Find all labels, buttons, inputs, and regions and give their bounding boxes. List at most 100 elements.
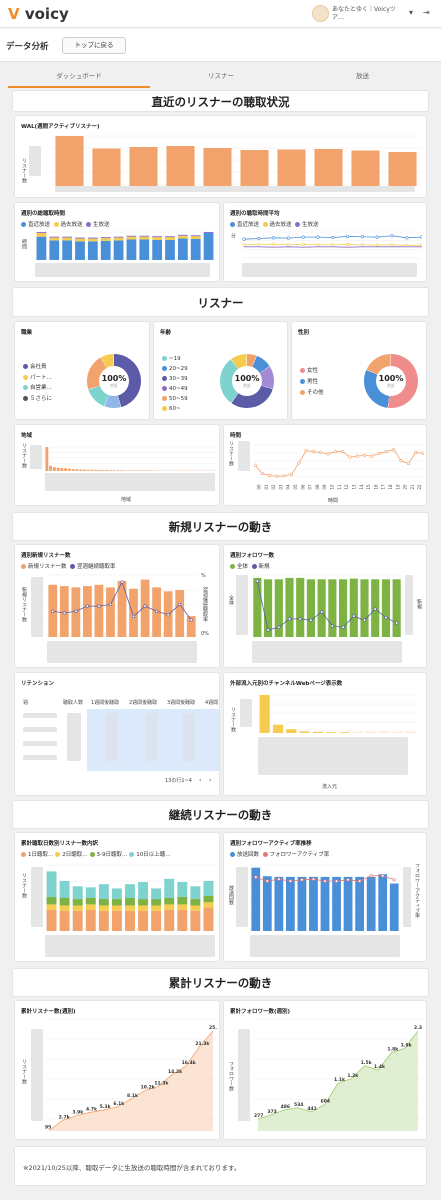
avg-recent-point xyxy=(257,236,261,241)
region-bar xyxy=(109,470,112,471)
section-title-new: 新規リスナーの動き xyxy=(12,512,429,541)
y-axis-label: リスナー数 xyxy=(230,707,236,732)
time-point xyxy=(341,449,345,454)
region-bar xyxy=(49,465,53,471)
next-page-icon[interactable]: › xyxy=(209,777,212,784)
breakdown-bar xyxy=(164,904,175,910)
hour-tick: 09 xyxy=(322,484,327,490)
back-to-top-button[interactable]: トップに戻る xyxy=(62,37,126,54)
tab-listeners[interactable]: リスナー xyxy=(208,72,234,80)
region-bar xyxy=(52,467,56,471)
tab-broadcasts[interactable]: 放送 xyxy=(356,72,369,80)
new-follower-point xyxy=(287,617,292,621)
blurred-cell xyxy=(145,713,157,761)
time-point xyxy=(326,452,330,456)
weekly-total-bar xyxy=(113,236,124,238)
avg-past-point xyxy=(331,243,335,247)
region-bar xyxy=(112,470,116,471)
weekly-total-bar xyxy=(100,237,111,239)
legend-dot-icon xyxy=(162,356,167,361)
external-bar xyxy=(286,729,297,733)
breakdown-bar xyxy=(164,878,175,898)
prev-page-icon[interactable]: ‹ xyxy=(199,777,202,784)
region-bar xyxy=(79,469,82,471)
weekly-total-bar xyxy=(87,237,98,239)
active-rate-point xyxy=(277,877,281,881)
legend-dot-icon xyxy=(89,852,95,857)
new-listener-bar xyxy=(186,616,196,637)
avg-recent-point xyxy=(420,235,422,239)
card-title: 性別 xyxy=(298,330,310,336)
external-source-card: 外部流入元別のチャンネルWebページ表示数 リスナー数 流入元 xyxy=(223,672,427,796)
logout-icon[interactable]: ⇥ xyxy=(423,8,430,17)
blurred-axis xyxy=(30,445,42,469)
cumulative-breakdown-chart xyxy=(45,864,215,931)
legend-dot-icon xyxy=(162,386,167,391)
cum-listeners-data-label: 5.3k xyxy=(100,1104,112,1110)
tab-dashboard[interactable]: ダッシュボード xyxy=(8,64,150,88)
blurred-cell xyxy=(105,713,117,761)
voicy-logo[interactable]: V voicy xyxy=(8,5,69,23)
time-point xyxy=(304,449,308,453)
card-title: 外部流入元別のチャンネルWebページ表示数 xyxy=(230,681,343,687)
blurred-axis xyxy=(31,1029,43,1121)
external-bar xyxy=(272,724,284,733)
new-follower-point xyxy=(320,610,324,614)
breakdown-bar xyxy=(111,888,122,900)
avatar[interactable] xyxy=(312,5,329,22)
blurred-cell xyxy=(23,755,57,760)
user-name[interactable]: あなたとゆく｜Voicyツア… xyxy=(332,6,396,21)
cum-followers-data-label: 486 xyxy=(281,1104,290,1110)
avg-past-point xyxy=(405,243,409,248)
blurred-x-ticks xyxy=(45,473,215,491)
breakdown-bar xyxy=(59,898,70,906)
weekly-total-bar xyxy=(152,236,163,238)
region-bar xyxy=(60,468,64,471)
chevron-down-icon[interactable]: ▾ xyxy=(409,8,414,17)
legend: 直近放送 過去放送 生放送 xyxy=(21,220,110,228)
cum-followers-data-label: 1.1k xyxy=(334,1077,346,1083)
wal-bar xyxy=(240,150,269,186)
follower-bar xyxy=(339,579,348,637)
cumulative-followers-chart: 277 373 486 534 441 604 1.1k1.2k 1.5k1.4k 1.8k1.… xyxy=(254,1018,422,1131)
breakdown-bar xyxy=(59,905,70,911)
new-follower-point xyxy=(352,614,356,618)
retention-rate-point xyxy=(155,609,159,613)
weekly-total-bar xyxy=(139,235,150,237)
new-follower-point xyxy=(277,625,281,629)
cum-listeners-data-label: 14.2k xyxy=(168,1069,183,1075)
follower-active-chart xyxy=(250,864,400,931)
breakdown-bar xyxy=(85,887,96,898)
hour-tick: 01 xyxy=(264,484,269,490)
cum-listeners-data-label: 10.2k xyxy=(141,1085,156,1091)
new-listener-bar xyxy=(117,580,127,637)
weekly-total-bar xyxy=(113,240,124,260)
cum-listeners-data-label: 8.1k xyxy=(127,1093,139,1099)
weekly-total-chart xyxy=(35,231,215,260)
gender-donut-chart: 100% 合計 xyxy=(364,354,418,408)
breakdown-bar xyxy=(125,905,135,911)
avg-past-point xyxy=(257,242,261,246)
hour-tick: 03 xyxy=(278,484,283,490)
breakdown-bar xyxy=(203,880,214,896)
time-point xyxy=(260,471,264,476)
legend-dot-icon xyxy=(230,222,235,227)
weekly-total-bar xyxy=(62,237,73,241)
weekly-total-card: 週別の総聴取時間 直近放送 過去放送 生放送 時間 xyxy=(14,202,220,282)
avg-past-point xyxy=(316,243,320,247)
cum-listeners-data-label: 16.4k xyxy=(182,1060,197,1066)
cum-followers-data-label: 1.4k xyxy=(374,1064,386,1070)
weekly-total-bar xyxy=(36,232,47,233)
weekly-average-card: 週別の聴取時間平均 直近放送 過去放送 生放送 分 xyxy=(223,202,427,282)
cumulative-followers-card: 累計フォロワー数(週別) フォロワー数 277 373 486 534 441 604 1.… xyxy=(223,1000,427,1140)
weekly-total-bar xyxy=(62,236,73,238)
time-point xyxy=(254,463,257,467)
retention-rate-point xyxy=(108,602,113,607)
card-title: 職業 xyxy=(21,330,33,336)
breakdown-bar xyxy=(190,899,201,906)
y-axis-label: リスナー数 xyxy=(21,873,27,898)
cum-listeners-data-label: 11.3k xyxy=(154,1080,169,1086)
time-point xyxy=(282,474,286,478)
breakdown-bar xyxy=(177,896,188,905)
card-title: 週別の聴取時間平均 xyxy=(230,211,280,217)
